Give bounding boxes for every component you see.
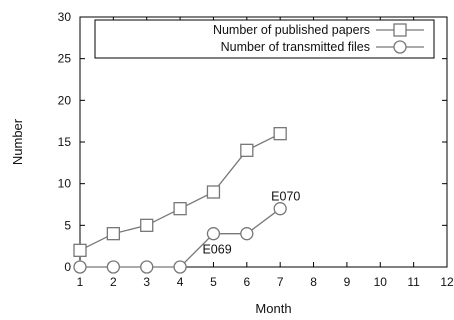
y-tick-label: 30 — [58, 10, 72, 24]
y-tick-label: 10 — [58, 177, 72, 191]
x-tick-label: 8 — [310, 275, 317, 289]
x-tick-label: 4 — [177, 275, 184, 289]
x-tick-label: 11 — [407, 275, 420, 289]
data-point — [173, 260, 187, 274]
data-point — [106, 227, 121, 241]
legend-label: Number of transmitted files — [221, 40, 370, 54]
y-axis-label: Number — [10, 118, 25, 165]
legend-marker — [393, 40, 407, 54]
data-point — [73, 243, 87, 257]
legend-item: Number of published papers — [213, 23, 424, 37]
annotation-label: E070 — [271, 190, 300, 204]
legend-box — [94, 19, 435, 59]
legend-marker — [393, 23, 407, 37]
data-point — [273, 202, 287, 216]
x-tick-label: 3 — [143, 275, 150, 289]
x-tick-label: 2 — [110, 275, 117, 289]
data-point — [240, 227, 254, 241]
legend-label: Number of published papers — [213, 23, 370, 37]
x-axis-label: Month — [255, 301, 291, 316]
data-point — [206, 227, 221, 241]
annotation-label: E069 — [202, 243, 231, 257]
data-point — [273, 127, 287, 141]
y-tick-label: 15 — [58, 135, 72, 149]
y-tick-label: 25 — [58, 52, 72, 66]
legend-item: Number of transmitted files — [221, 40, 424, 54]
data-point — [240, 143, 254, 157]
data-point — [173, 202, 187, 216]
x-tick-label: 10 — [374, 275, 388, 289]
series-layer — [73, 127, 287, 274]
y-tick-label: 20 — [58, 93, 72, 107]
x-tick-label: 6 — [243, 275, 250, 289]
y-axis: 0 5 10 15 20 25 30 — [58, 10, 447, 274]
data-point — [140, 260, 154, 274]
x-tick-label: 5 — [210, 275, 217, 289]
x-tick-label: 12 — [440, 275, 454, 289]
data-point — [73, 260, 87, 274]
x-tick-label: 7 — [277, 275, 284, 289]
series-1 — [73, 127, 287, 257]
data-point — [140, 218, 154, 232]
y-tick-label: 5 — [64, 218, 71, 232]
y-tick-label: 0 — [64, 260, 71, 274]
series-2 — [73, 202, 287, 274]
x-tick-label: 9 — [344, 275, 351, 289]
x-tick-label: 1 — [77, 275, 84, 289]
data-point — [106, 260, 121, 274]
annotation-layer: E069 E070 — [202, 190, 300, 257]
legend: Number of published papers Number of tran… — [94, 19, 435, 59]
data-point — [206, 185, 221, 199]
